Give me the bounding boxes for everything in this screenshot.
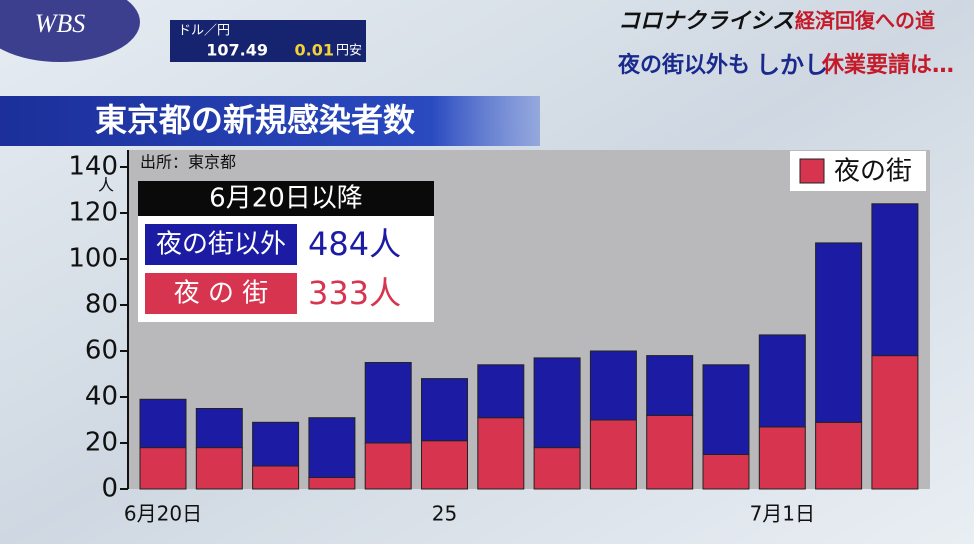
bar-segment	[533, 357, 581, 449]
y-unit: 人	[98, 176, 114, 195]
summary-header	[138, 181, 434, 216]
fx-direction: 円安	[336, 44, 362, 59]
series-subtitle: 経済回復への道	[795, 9, 935, 33]
y-tick-label: 120	[68, 198, 118, 228]
bar-segment	[252, 421, 300, 467]
source: 出所：東京都	[140, 153, 236, 172]
chart-title: 東京都の新規感染者数	[95, 101, 416, 139]
summary-label: 夜の街以外	[156, 230, 286, 260]
bar-segment	[871, 203, 919, 357]
fx-change: 0.01	[295, 41, 334, 60]
bar-segment	[589, 350, 637, 421]
logo: WBS	[35, 9, 86, 38]
bar-segment	[589, 419, 637, 490]
bar-segment	[477, 417, 525, 490]
series-title: コロナクライシス	[618, 9, 794, 34]
bar-segment	[758, 334, 806, 428]
bar-segment	[421, 378, 468, 442]
legend-label: 夜の街	[834, 157, 912, 187]
summary-title: 6月20日以降	[209, 184, 363, 214]
fx-box	[170, 20, 366, 62]
bar-segment	[421, 440, 468, 490]
bar-segment	[871, 355, 919, 490]
summary-value: 333人	[308, 274, 401, 312]
logo-bg	[0, 0, 140, 62]
y-tick-label: 100	[68, 244, 118, 274]
caption: しかし	[756, 51, 828, 79]
summary-label-box	[145, 224, 297, 265]
bar-segment	[815, 421, 863, 490]
fx-rate: 107.49	[206, 41, 268, 60]
bar-segment	[646, 414, 694, 490]
bar-segment	[139, 398, 187, 449]
y-tick-label: 60	[85, 336, 118, 366]
bar-segment	[139, 447, 187, 490]
bar-segment	[533, 447, 581, 490]
y-tick-label: 80	[85, 290, 118, 320]
title-banner	[0, 96, 540, 146]
bar-segment	[702, 364, 750, 455]
bar-segment	[252, 465, 300, 490]
bar-segment	[477, 364, 525, 419]
bar-segment	[364, 362, 412, 444]
caption: 夜の街以外も	[617, 52, 750, 78]
x-tick-label: 25	[432, 502, 457, 526]
x-tick-label: 6月20日	[124, 502, 202, 526]
bar-segment	[758, 426, 806, 490]
summary-label: 夜 の 街	[174, 279, 269, 309]
summary-label-box	[145, 273, 297, 314]
bar-segment	[702, 454, 750, 490]
bar-segment	[308, 417, 356, 479]
y-tick-label: 20	[85, 428, 118, 458]
fx-label: ドル／円	[178, 24, 230, 39]
bar-segment	[815, 242, 863, 423]
bar-segment	[195, 408, 243, 449]
bar-segment	[646, 355, 694, 416]
summary-value: 484人	[308, 225, 401, 263]
y-tick-label: 140	[68, 152, 118, 182]
legend-swatch	[799, 158, 825, 184]
y-tick-label: 0	[101, 474, 118, 504]
bar-segment	[308, 477, 356, 490]
y-tick-label: 40	[85, 382, 118, 412]
caption: 休業要請は…	[821, 52, 954, 78]
bar-segment	[364, 442, 412, 490]
bar-segment	[195, 447, 243, 490]
x-tick-label: 7月1日	[750, 502, 815, 526]
